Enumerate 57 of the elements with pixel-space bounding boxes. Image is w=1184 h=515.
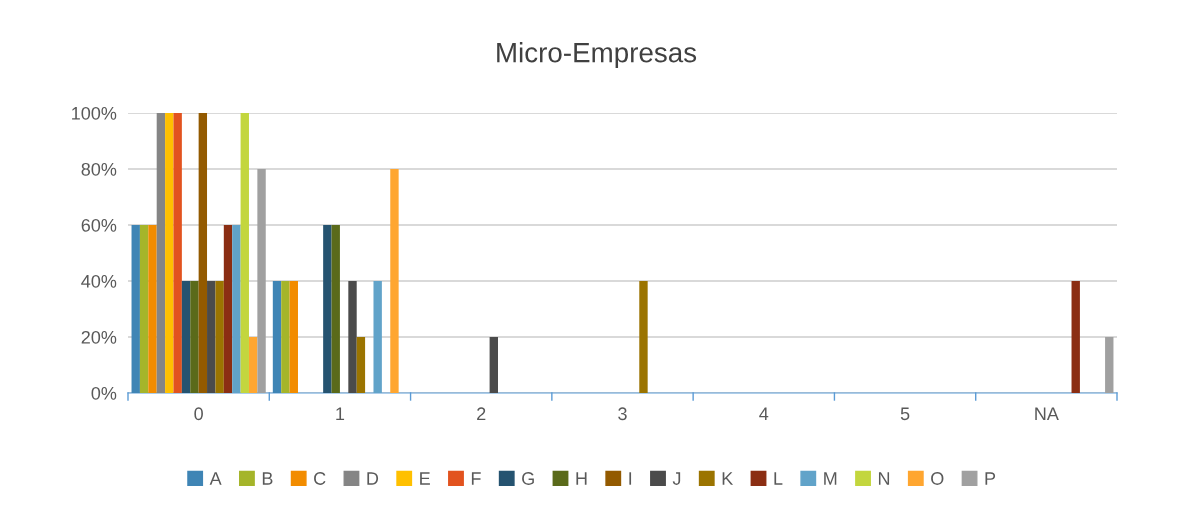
y-tick-label: 40%: [81, 274, 117, 288]
legend-label: C: [314, 472, 326, 485]
bar: [223, 225, 233, 393]
bar: [1071, 281, 1080, 393]
bar: [390, 169, 399, 393]
bar: [139, 225, 149, 393]
x-tick-label: 4: [759, 407, 769, 420]
bar: [281, 281, 290, 393]
legend-label: O: [931, 472, 944, 485]
x-tick-label: 1: [336, 407, 345, 420]
bar: [131, 225, 140, 393]
bar: [207, 281, 216, 393]
y-tick-label: 60%: [81, 218, 117, 232]
y-tick-label: 20%: [81, 330, 117, 344]
legend-label: K: [722, 472, 734, 485]
bar: [148, 225, 157, 393]
x-tick-label: NA: [1035, 407, 1059, 420]
bar: [240, 113, 249, 393]
legend-label: M: [824, 472, 837, 485]
bar: [181, 281, 191, 393]
bar: [331, 225, 340, 393]
bar: [198, 113, 208, 393]
bar: [248, 337, 258, 393]
legend-label: E: [420, 472, 430, 485]
chart-title: Micro-Empresas: [497, 42, 697, 68]
bar: [348, 281, 357, 393]
legend-label: G: [522, 472, 534, 485]
legend-label: A: [209, 472, 222, 485]
bar: [272, 281, 282, 393]
x-tick-label: 3: [618, 407, 627, 421]
bar: [289, 281, 298, 393]
legend-label: I: [629, 472, 632, 485]
bar: [190, 281, 199, 393]
legend-label: J: [672, 472, 681, 485]
legend-label: H: [576, 472, 587, 485]
bar: [165, 113, 174, 393]
legend-label: F: [471, 472, 481, 485]
bar: [215, 281, 224, 393]
bar: [489, 337, 498, 393]
bar: [323, 225, 332, 393]
legend-label: L: [774, 472, 783, 485]
legend-label: D: [367, 472, 379, 485]
x-tick-label: 5: [900, 407, 910, 421]
bar: [257, 169, 266, 393]
legend-label: P: [985, 472, 996, 485]
bar: [1105, 337, 1114, 393]
legend-label: B: [262, 472, 273, 485]
x-tick-label: 2: [477, 407, 486, 420]
bar: [173, 113, 182, 393]
bar: [356, 337, 366, 393]
x-tick-label: 0: [194, 407, 203, 421]
y-tick-label: 100%: [72, 106, 117, 120]
y-tick-label: 80%: [81, 162, 117, 176]
bar: [639, 281, 648, 393]
bar: [156, 113, 166, 393]
legend-label: N: [878, 472, 890, 485]
y-tick-label: 0%: [91, 386, 117, 400]
